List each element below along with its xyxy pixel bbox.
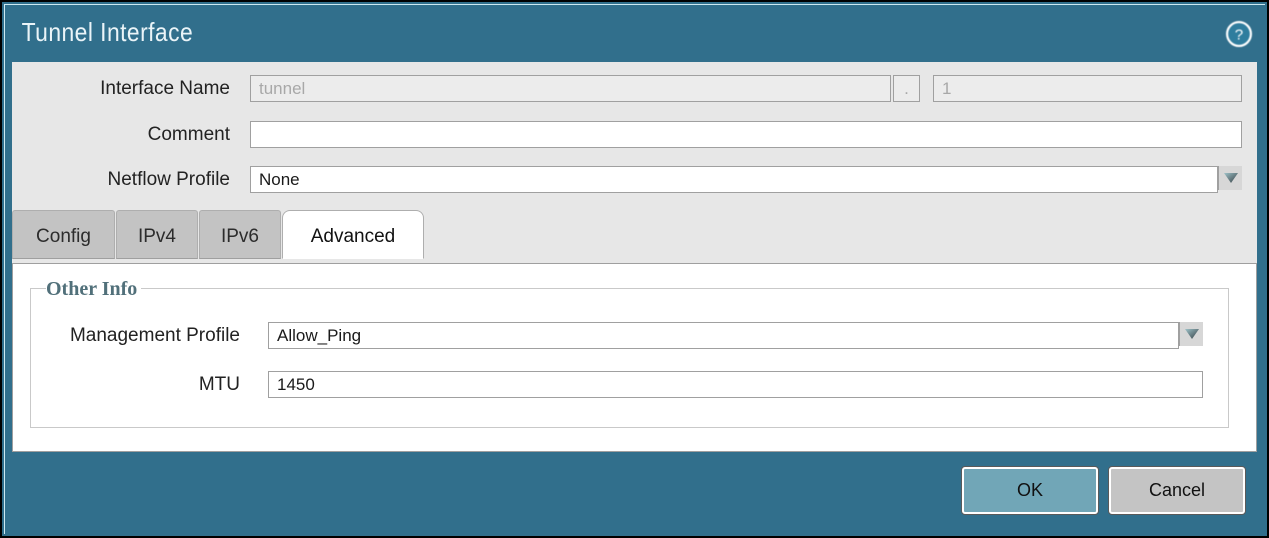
svg-text:?: ? <box>1235 26 1243 43</box>
